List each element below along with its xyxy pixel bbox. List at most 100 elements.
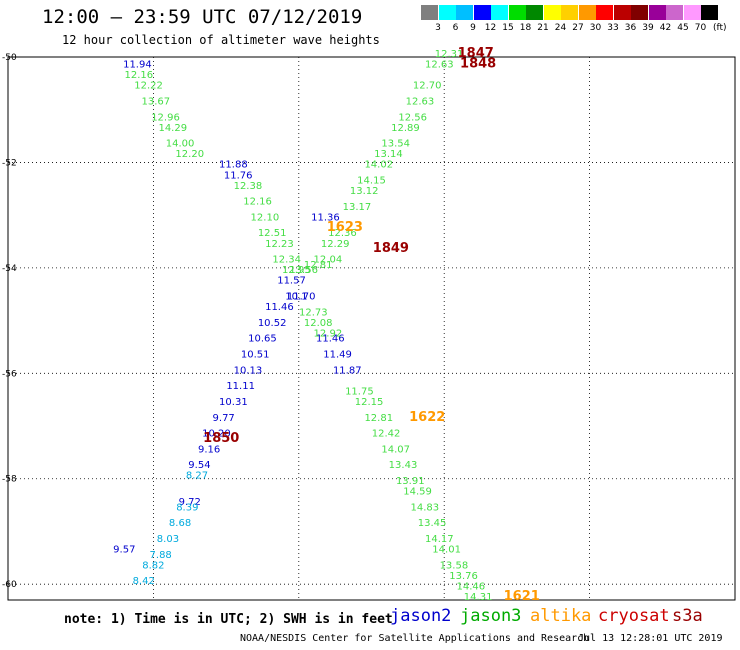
color-swatch — [491, 5, 508, 20]
jason2-data-label: 11.88 — [219, 160, 248, 171]
jason3-data-label: 12.89 — [391, 123, 420, 134]
jason2-data-label: 11.94 — [123, 60, 152, 71]
color-scale-label: 21 — [537, 23, 549, 33]
s3a-data-label: 8.27 — [186, 471, 208, 482]
jason2-data-label: 10.31 — [219, 397, 248, 408]
satellite-legend-s3a: s3a — [672, 606, 703, 626]
color-swatch — [473, 5, 491, 20]
jason2-data-label: 11.46 — [265, 302, 294, 313]
jason2-data-label: 11.49 — [323, 349, 352, 360]
color-scale-label: 33 — [607, 23, 619, 33]
jason3-data-label: 13.56 — [289, 265, 318, 276]
jason3-data-label: 12.56 — [398, 112, 427, 123]
jason3-data-label: 12.38 — [234, 181, 263, 192]
color-scale-label: 27 — [572, 23, 584, 33]
color-swatch — [508, 5, 526, 20]
jason3-data-label: 12.81 — [304, 260, 333, 271]
jason2-data-label: 10.13 — [234, 365, 263, 376]
color-scale-label: 9 — [470, 23, 476, 33]
color-scale-label: 24 — [554, 23, 567, 33]
altika-data-label: 1622 — [409, 410, 445, 425]
jason3-data-label: 14.15 — [357, 176, 386, 187]
color-swatch — [666, 5, 683, 20]
color-scale-label: 18 — [519, 23, 532, 33]
wave-height-plot: -150-147-144-141-138-135-50-52-54-56-58-… — [2, 46, 736, 604]
jason2-data-label: 11.46 — [316, 334, 345, 345]
jason3-data-label: 12.96 — [151, 112, 180, 123]
credit-text: NOAA/NESDIS Center for Satellite Applica… — [240, 633, 590, 644]
color-scale-label: 30 — [589, 23, 602, 33]
jason3-data-label: 12.73 — [299, 307, 328, 318]
y-tick-label: -50 — [2, 53, 17, 63]
jason3-data-label: 13.91 — [396, 476, 425, 487]
y-tick-label: -54 — [2, 264, 17, 274]
cryosat-data-label: 1849 — [373, 241, 409, 256]
altika-data-label: 1623 — [327, 220, 363, 235]
color-swatch — [683, 5, 701, 20]
chart-title: 12:00 – 23:59 UTC 07/12/2019 — [42, 6, 363, 28]
color-scale-unit: (ft) — [713, 23, 727, 33]
color-scale-label: 15 — [502, 23, 514, 33]
jason3-data-label: 12.70 — [413, 81, 442, 92]
jason2-data-label: 9.57 — [113, 545, 135, 556]
jason2-data-label: 10.65 — [248, 334, 277, 345]
jason2-data-label: 11.11 — [226, 381, 255, 392]
jason3-data-label: 13.12 — [350, 186, 379, 197]
jason3-data-label: 14.07 — [381, 444, 410, 455]
color-swatch — [438, 5, 456, 20]
color-scale-label: 12 — [484, 23, 497, 33]
jason3-data-label: 12.16 — [243, 197, 272, 208]
jason3-data-label: 12.22 — [134, 81, 163, 92]
jason2-data-label: 11.36 — [311, 212, 340, 223]
y-tick-label: -60 — [2, 580, 17, 590]
jason3-data-label: 12.51 — [258, 228, 287, 239]
jason3-data-label: 11.75 — [345, 386, 374, 397]
jason3-data-label: 12.63 — [425, 60, 454, 71]
jason3-data-label: 14.83 — [410, 502, 439, 513]
jason3-data-label: 12.34 — [272, 255, 301, 266]
jason3-data-label: 13.14 — [374, 149, 403, 160]
jason3-data-label: 13.43 — [389, 460, 418, 471]
satellite-legend-altika: altika — [530, 606, 592, 626]
jason2-data-label: 9.16 — [198, 444, 220, 455]
color-swatch — [561, 5, 578, 20]
jason3-data-label: 14.17 — [425, 534, 454, 545]
s3a-data-label: 8.82 — [142, 560, 164, 571]
satellite-legend-jason3: jason3 — [460, 606, 522, 626]
jason2-data-label: 9.72 — [179, 497, 201, 508]
jason3-data-label: 14.00 — [166, 139, 195, 150]
color-swatch — [456, 5, 473, 20]
color-swatch — [526, 5, 543, 20]
jason3-data-label: 12.31 — [435, 49, 464, 60]
s3a-data-label: 7.88 — [150, 550, 172, 561]
satellite-legend-cryosat: cryosat — [598, 606, 670, 626]
jason2-data-label: 9.54 — [188, 460, 210, 471]
s3a-data-label: 8.68 — [169, 518, 191, 529]
jason3-data-label: 13.54 — [381, 139, 410, 150]
cryosat-data-label: 1847 — [458, 46, 494, 61]
color-scale-label: 42 — [659, 23, 672, 33]
color-swatch — [648, 5, 666, 20]
jason3-data-label: 12.63 — [406, 96, 435, 107]
jason2-data-label: 11.87 — [333, 365, 362, 376]
color-scale-label: 36 — [624, 23, 637, 33]
cryosat-data-label: 1850 — [203, 431, 239, 446]
jason2-data-label: 10.51 — [241, 349, 270, 360]
color-scale-label: 45 — [677, 23, 689, 33]
color-swatch — [701, 5, 718, 20]
color-swatch — [578, 5, 596, 20]
jason3-data-label: 14.59 — [403, 487, 432, 498]
y-tick-label: -58 — [2, 475, 17, 485]
jason3-data-label: 12.10 — [251, 212, 280, 223]
jason2-data-label: 11.57 — [277, 276, 306, 287]
s3a-data-label: 8.03 — [157, 534, 179, 545]
jason3-data-label: 12.16 — [125, 70, 154, 81]
jason3-data-label: 12.15 — [355, 397, 384, 408]
color-swatch — [421, 5, 438, 20]
footer-note: note: 1) Time is in UTC; 2) SWH is in fe… — [64, 612, 393, 627]
jason2-data-label: 10.1 — [285, 292, 307, 303]
y-tick-label: -52 — [2, 158, 17, 168]
jason3-data-label: 12.92 — [314, 328, 343, 339]
cryosat-data-label: 1848 — [460, 57, 496, 72]
color-swatch — [613, 5, 631, 20]
